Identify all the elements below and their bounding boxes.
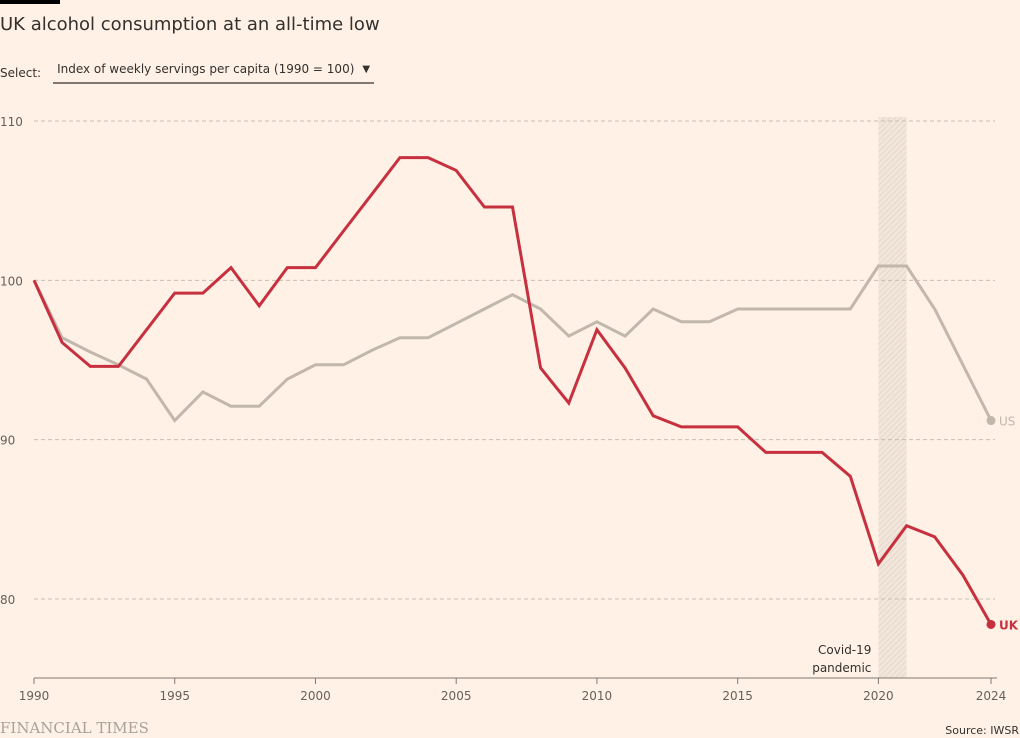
x-axis <box>33 677 997 684</box>
covid-annotation-label: Covid-19 <box>818 643 871 657</box>
ft-logo: FINANCIAL TIMES <box>0 719 149 737</box>
chart-title: UK alcohol consumption at an all-time lo… <box>0 14 380 35</box>
metric-select-row: Select: Index of weekly servings per cap… <box>0 62 375 84</box>
ft-top-bar <box>0 0 60 4</box>
metric-dropdown-value: Index of weekly servings per capita (199… <box>57 62 355 76</box>
labels: Covid-19 pandemic 80 90 100 110 1990 1995 2000 20… <box>0 115 1019 703</box>
select-label: Select: <box>0 66 42 80</box>
series-end-marker-uk <box>986 619 996 629</box>
x-tick-label: 2010 <box>582 689 613 703</box>
series-lines <box>32 156 996 629</box>
y-tick-label: 100 <box>0 274 23 288</box>
covid-band-layer <box>878 117 907 678</box>
gridlines <box>34 120 995 600</box>
x-tick-label: 1995 <box>159 689 190 703</box>
x-tick-label: 2024 <box>976 689 1007 703</box>
x-tick-label: 2005 <box>441 689 472 703</box>
y-tick-label: 110 <box>0 115 23 129</box>
series-label-uk: UK <box>999 618 1019 632</box>
series-line-us <box>32 264 993 423</box>
series-end-marker-us <box>986 416 996 426</box>
series-line-uk <box>32 156 993 626</box>
x-tick-label: 2020 <box>863 689 894 703</box>
chevron-down-icon: ▼ <box>362 63 371 75</box>
y-tick-label: 90 <box>0 434 15 448</box>
covid-annotation-label: pandemic <box>812 661 871 675</box>
x-tick-label: 2000 <box>300 689 331 703</box>
metric-dropdown[interactable]: Index of weekly servings per capita (199… <box>53 62 375 84</box>
x-tick-label: 1990 <box>19 689 50 703</box>
y-tick-label: 80 <box>0 593 15 607</box>
covid-band <box>878 117 907 678</box>
source-note: Source: IWSR <box>945 724 1019 737</box>
series-label-us: US <box>999 415 1015 429</box>
x-tick-label: 2015 <box>722 689 753 703</box>
